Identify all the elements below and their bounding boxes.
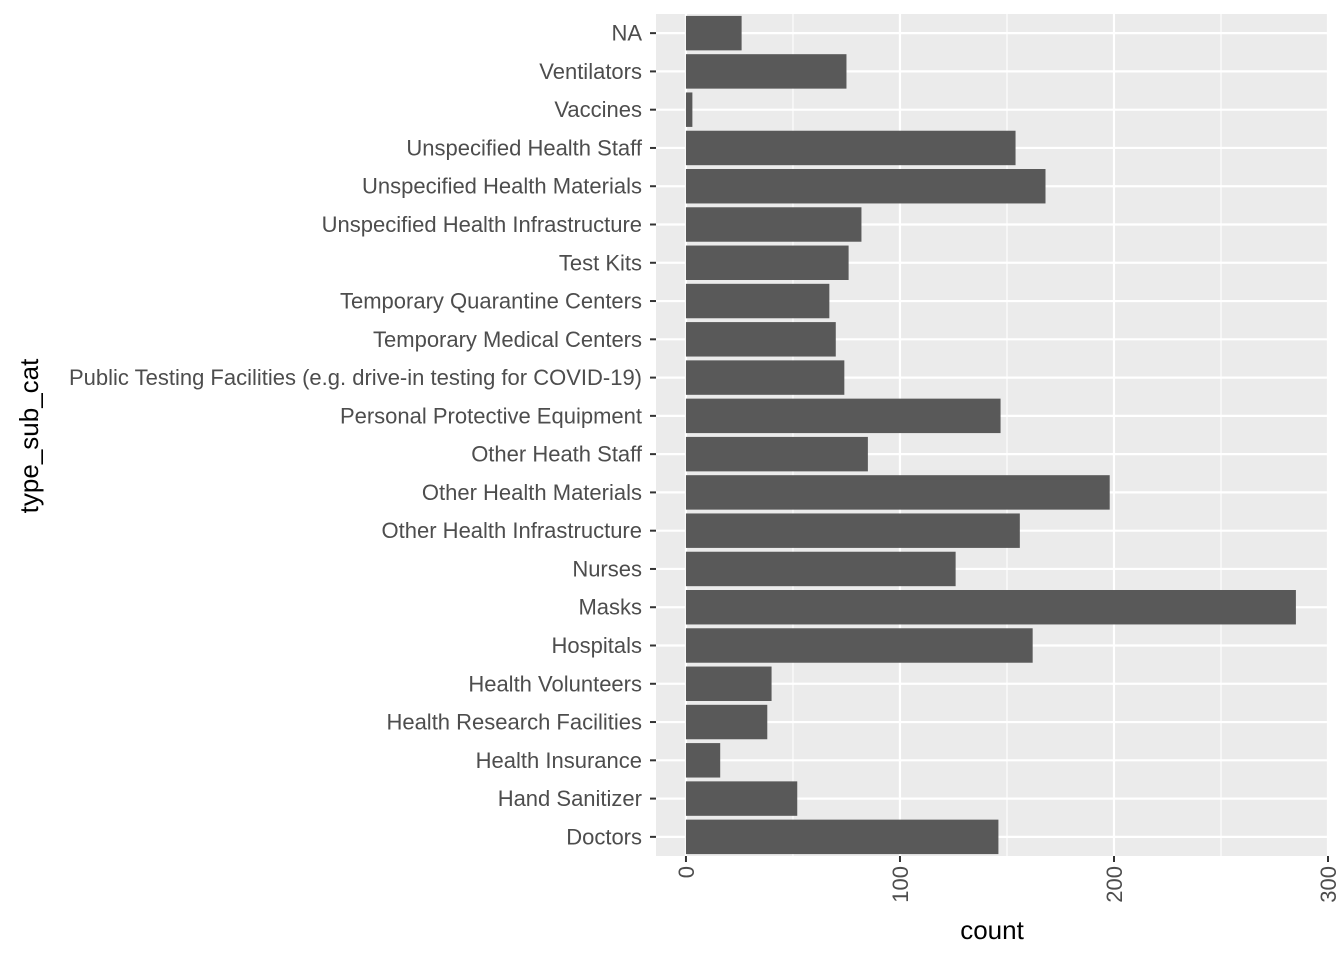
category-label: Health Research Facilities [386,710,642,735]
y-axis: NA Ventilators Vaccines Unspecified Health … [69,21,656,849]
x-tick-label: 100 [888,866,913,903]
x-tick-label: 200 [1102,866,1127,903]
category-label: Health Volunteers [468,671,642,696]
category-label: Personal Protective Equipment [340,403,642,428]
bar [685,513,1020,548]
bar [685,743,721,778]
bar [685,628,1033,663]
category-label: Temporary Medical Centers [373,327,642,352]
x-axis: 0 100 200 300 [674,856,1341,903]
category-label: Masks [578,595,642,620]
category-label: Unspecified Health Infrastructure [322,212,642,237]
category-label: Hand Sanitizer [498,786,642,811]
bar [685,92,693,127]
bar [685,436,868,472]
bar [685,704,768,740]
category-label: Unspecified Health Staff [406,135,643,160]
category-label: Vaccines [554,97,642,122]
category-label: NA [611,21,642,46]
bar [685,666,772,701]
bar [685,207,862,242]
bar [685,245,849,280]
bars [685,15,1296,855]
bar [685,15,742,51]
bar [685,169,1046,204]
category-label: Test Kits [559,250,642,275]
bar [685,54,847,89]
category-label: Ventilators [539,59,642,84]
bar [685,360,845,395]
bar [685,130,1016,166]
category-label: Public Testing Facilities (e.g. drive-in… [69,365,642,390]
category-label: Doctors [566,824,642,849]
category-label: Other Health Materials [422,480,642,505]
bar [685,590,1296,625]
category-label: Hospitals [552,633,642,658]
category-label: Other Heath Staff [471,442,643,467]
bar [685,781,798,816]
category-label: Unspecified Health Materials [362,174,642,199]
category-label: Other Health Infrastructure [382,518,642,543]
x-tick-label: 0 [674,866,699,878]
category-label: Temporary Quarantine Centers [340,289,642,314]
bar [685,283,830,319]
bar [685,819,999,855]
category-label: Health Insurance [476,748,642,773]
bar [685,398,1001,434]
x-axis-title: count [960,915,1024,945]
bar [685,322,836,357]
bar [685,551,956,587]
bar [685,475,1110,510]
x-tick-label: 300 [1316,866,1341,903]
y-axis-title: type_sub_cat [14,358,44,513]
category-label: Nurses [572,556,642,581]
